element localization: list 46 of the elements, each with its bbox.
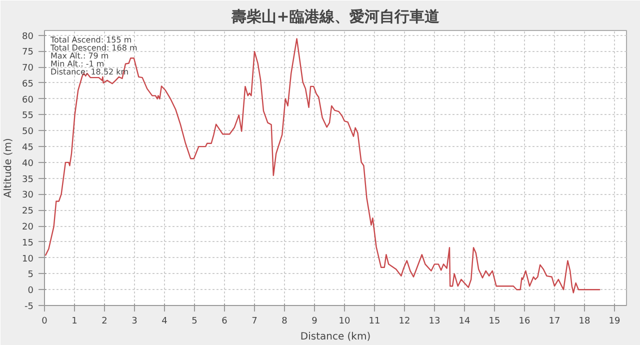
y-tick-label: 10 bbox=[22, 254, 34, 264]
x-tick-label: 6 bbox=[222, 316, 228, 326]
x-tick-label: 2 bbox=[102, 316, 108, 326]
x-tick-label: 11 bbox=[368, 316, 380, 326]
x-tick-label: 13 bbox=[428, 316, 440, 326]
x-axis-title: Distance (km) bbox=[300, 332, 371, 342]
annotation: Min Alt.: -1 m bbox=[50, 60, 104, 68]
x-tick-label: 1 bbox=[72, 316, 78, 326]
chart-title: 壽柴山+臨港線、愛河自行車道 bbox=[230, 8, 440, 26]
x-tick-label: 3 bbox=[132, 316, 138, 326]
annotation: Total Ascend: 155 m bbox=[50, 36, 132, 44]
y-axis-title: Altitude (m) bbox=[3, 138, 14, 198]
y-tick-label: 50 bbox=[22, 127, 34, 138]
line-series bbox=[44, 38, 601, 294]
y-tick-label: 60 bbox=[22, 95, 34, 106]
y-tick-label: 5 bbox=[28, 270, 34, 280]
x-tick-label: 9 bbox=[312, 316, 318, 326]
y-tick-label: 40 bbox=[22, 158, 34, 169]
x-tick-label: 14 bbox=[458, 316, 470, 326]
x-tick-label: 8 bbox=[282, 316, 288, 326]
y-tick-label: 30 bbox=[22, 190, 34, 201]
y-tick-label: -5 bbox=[24, 302, 34, 312]
x-tick-label: 18 bbox=[578, 316, 590, 326]
y-tick-label: 20 bbox=[22, 222, 34, 233]
annotation: Total Descend: 168 m bbox=[50, 44, 138, 52]
y-tick-label: 0 bbox=[28, 286, 34, 296]
x-tick-label: 0 bbox=[42, 316, 48, 326]
x-tick-label: 19 bbox=[608, 316, 620, 326]
x-tick-label: 17 bbox=[548, 316, 560, 326]
x-tick-label: 5 bbox=[192, 316, 198, 326]
x-tick-label: 4 bbox=[162, 316, 168, 326]
annotation: Max Alt.: 79 m bbox=[50, 52, 109, 60]
y-tick-label: 65 bbox=[22, 79, 34, 90]
x-tick-label: 15 bbox=[488, 316, 500, 326]
y-tick-label: 75 bbox=[22, 48, 34, 58]
x-tick-label: 12 bbox=[398, 316, 410, 326]
y-tick-label: 80 bbox=[22, 32, 34, 42]
y-tick-label: 15 bbox=[22, 238, 34, 248]
x-tick-label: 10 bbox=[338, 316, 350, 326]
y-tick-label: 70 bbox=[22, 64, 34, 74]
x-tick-label: 7 bbox=[252, 316, 258, 326]
y-tick-label: 55 bbox=[22, 111, 34, 122]
y-tick-label: 35 bbox=[22, 174, 34, 185]
y-tick-label: 25 bbox=[22, 206, 34, 217]
y-tick-label: 45 bbox=[22, 143, 34, 154]
x-tick-label: 16 bbox=[518, 316, 530, 326]
